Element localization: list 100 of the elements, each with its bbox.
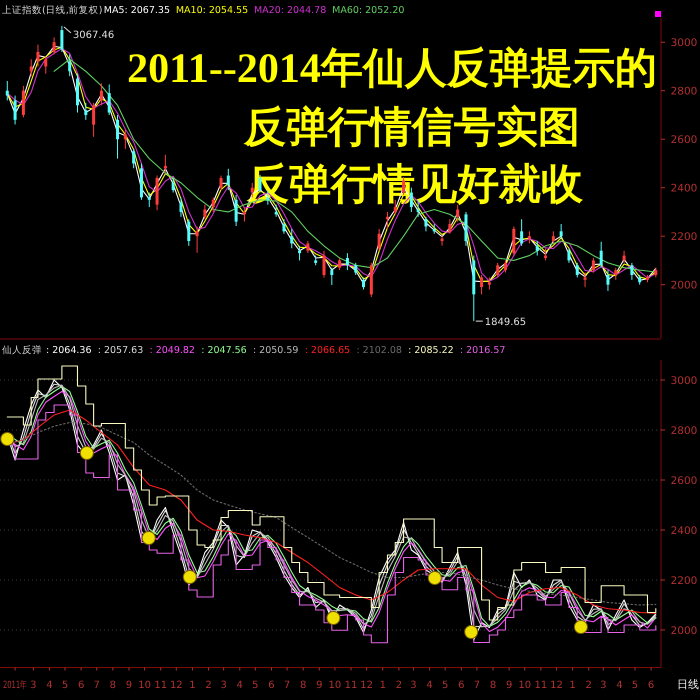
candlestick bbox=[179, 196, 182, 218]
candlestick bbox=[124, 129, 127, 150]
text: : 2049.82 bbox=[149, 345, 195, 356]
candlestick bbox=[30, 58, 33, 77]
text: : 2066.65 bbox=[304, 345, 350, 356]
x-tick-label: 2011年 bbox=[2, 678, 28, 692]
candlestick bbox=[242, 206, 246, 222]
x-tick-label: 11 bbox=[534, 680, 548, 691]
candlestick bbox=[576, 262, 579, 278]
candlestick bbox=[520, 218, 524, 246]
text: MA60: 2052.20 bbox=[332, 5, 404, 16]
x-axis-title: 日线 bbox=[677, 678, 699, 691]
x-tick-label: 6 bbox=[268, 680, 275, 691]
point bbox=[80, 446, 94, 460]
candlestick bbox=[298, 245, 302, 261]
candlestick bbox=[504, 260, 507, 274]
candlestick bbox=[552, 230, 555, 244]
text: : 2064.36 bbox=[46, 345, 92, 356]
point bbox=[428, 571, 442, 585]
candlestick bbox=[378, 228, 381, 252]
candlestick bbox=[496, 262, 500, 278]
candlestick bbox=[614, 267, 618, 280]
candlestick bbox=[132, 148, 136, 169]
x-tick-label: 3 bbox=[30, 680, 36, 691]
x-tick-label: 10 bbox=[138, 680, 151, 691]
y-tick-label: 2200 bbox=[670, 231, 698, 244]
x-tick-label: 9 bbox=[506, 680, 512, 691]
candlestick bbox=[84, 102, 88, 120]
x-tick-label: 8 bbox=[110, 680, 116, 691]
candlestick bbox=[203, 204, 206, 220]
x-tick-label: 12 bbox=[550, 680, 563, 691]
candlestick bbox=[148, 192, 151, 208]
candlestick bbox=[226, 168, 230, 191]
candlestick bbox=[456, 204, 460, 222]
candlestick bbox=[622, 250, 626, 264]
x-tick-label: 4 bbox=[616, 680, 623, 691]
x-tick-label: 4 bbox=[426, 680, 433, 691]
candlestick bbox=[52, 36, 56, 55]
candlestick bbox=[654, 267, 658, 278]
candlestick bbox=[6, 80, 9, 101]
candlestick bbox=[306, 240, 310, 254]
annotation: 1849.65 bbox=[484, 317, 526, 328]
candlestick bbox=[338, 258, 342, 271]
candlestick bbox=[187, 218, 190, 246]
candlestick bbox=[354, 262, 358, 276]
x-tick-label: 6 bbox=[78, 680, 84, 691]
x-tick-label: 12 bbox=[360, 680, 374, 691]
x-tick-label: 1 bbox=[569, 680, 576, 691]
candlestick bbox=[92, 102, 96, 138]
y-tick-label: 3000 bbox=[670, 375, 698, 387]
candlestick bbox=[322, 250, 326, 278]
y-tick-label: 2800 bbox=[670, 86, 698, 98]
x-tick-label: 3 bbox=[220, 680, 227, 691]
y-tick-label: 2600 bbox=[670, 134, 698, 146]
candlestick bbox=[488, 276, 491, 290]
x-tick-label: 7 bbox=[94, 680, 100, 691]
y-tick-label: 2400 bbox=[670, 182, 698, 195]
candlestick bbox=[362, 276, 366, 290]
candlestick bbox=[567, 248, 570, 264]
x-tick-label: 7 bbox=[284, 680, 290, 691]
x-tick-label: 9 bbox=[126, 680, 132, 691]
candlestick bbox=[274, 204, 278, 218]
candlestick bbox=[234, 194, 238, 226]
x-tick-label: 5 bbox=[62, 680, 68, 691]
candlestick bbox=[60, 25, 64, 52]
x-tick-label: 10 bbox=[518, 680, 532, 691]
text: : 2016.57 bbox=[460, 345, 506, 356]
candlestick bbox=[100, 82, 103, 106]
text: : 2047.56 bbox=[201, 345, 247, 356]
y-tick-label: 2000 bbox=[670, 280, 698, 292]
candlestick bbox=[44, 56, 48, 74]
text: : 2085.22 bbox=[408, 345, 454, 356]
x-tick-label: 1 bbox=[380, 680, 386, 691]
candlestick bbox=[196, 226, 199, 254]
x-tick-label: 8 bbox=[300, 680, 306, 691]
candlestick bbox=[638, 274, 642, 286]
candlestick bbox=[346, 252, 349, 271]
candlestick bbox=[172, 178, 175, 194]
candlestick bbox=[212, 196, 215, 212]
x-tick-label: 5 bbox=[442, 680, 448, 691]
candlestick bbox=[164, 154, 167, 174]
candlestick bbox=[536, 240, 539, 256]
x-tick-label: 6 bbox=[458, 680, 464, 691]
x-tick-label: 4 bbox=[236, 680, 243, 691]
y-tick-label: 2200 bbox=[670, 575, 698, 587]
candlestick bbox=[592, 258, 595, 274]
x-tick-label: 11 bbox=[344, 680, 358, 691]
candlestick bbox=[528, 230, 531, 244]
candlestick bbox=[290, 228, 294, 249]
text: : 2057.63 bbox=[98, 345, 144, 356]
y-tick-label: 2800 bbox=[670, 425, 698, 437]
x-tick-label: 3 bbox=[410, 680, 417, 691]
candlestick bbox=[584, 272, 587, 288]
text: MA5: 2067.35 bbox=[104, 5, 170, 16]
point bbox=[182, 570, 197, 584]
candlestick bbox=[560, 224, 563, 240]
text: : 2102.08 bbox=[356, 345, 402, 356]
x-tick-label: 6 bbox=[648, 680, 654, 691]
candlestick bbox=[330, 267, 334, 286]
candlestick bbox=[448, 218, 452, 234]
